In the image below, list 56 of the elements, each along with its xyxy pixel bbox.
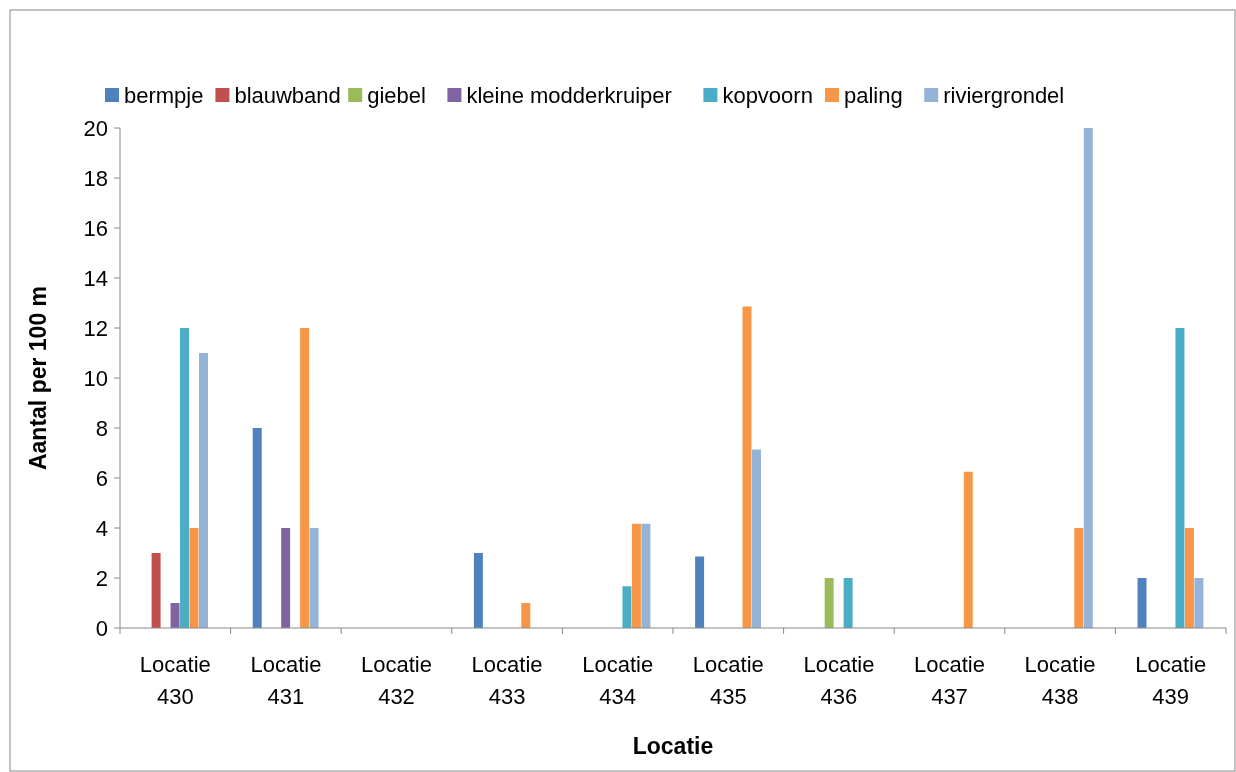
x-tick-label: Locatie 437 (914, 652, 985, 709)
y-tick-label: 2 (95, 565, 108, 591)
x-tick-label: Locatie 431 (250, 652, 322, 709)
bar (300, 328, 310, 628)
bar (963, 471, 973, 628)
x-tick-label: Locatie 435 (692, 652, 764, 709)
bar (199, 353, 208, 628)
x-tick-label: Locatie 439 (1135, 652, 1207, 709)
bar (170, 603, 180, 628)
bar (641, 523, 651, 628)
y-tick-label: 6 (95, 465, 108, 491)
bar (1137, 578, 1147, 628)
bar (1074, 528, 1084, 628)
y-tick-label: 8 (95, 415, 108, 441)
x-tick-label: Locatie 436 (803, 652, 875, 709)
bar (1175, 328, 1185, 628)
legend-label: kopvoorn (722, 82, 813, 108)
bar (752, 449, 761, 628)
y-axis-title: Aantal per 100 m (25, 285, 51, 471)
y-tick-label: 10 (83, 365, 108, 391)
x-tick-label: Locatie 432 (361, 652, 432, 709)
x-tick-label: Locatie 438 (1024, 652, 1096, 709)
x-tick-label: Locatie 433 (471, 652, 543, 709)
bar (309, 528, 319, 628)
bar (824, 578, 834, 628)
bar (180, 328, 190, 628)
bar (281, 528, 291, 628)
bar (631, 523, 641, 628)
bar (151, 553, 161, 628)
x-tick-label: Locatie 430 (139, 652, 211, 709)
y-tick-label: 0 (95, 615, 108, 641)
y-tick-label: 14 (83, 265, 108, 291)
legend-label: riviergrondel (943, 82, 1065, 108)
bar (473, 553, 483, 628)
legend-label: blauwband (234, 82, 341, 108)
x-tick-label: Locatie 434 (582, 652, 654, 709)
bar (1083, 128, 1093, 628)
legend-label: bermpje (124, 82, 204, 108)
bar (252, 428, 262, 628)
y-tick-label: 16 (83, 215, 108, 241)
x-axis-title: Locatie (632, 733, 714, 759)
y-tick-label: 18 (83, 165, 108, 191)
bar (843, 578, 853, 628)
bar (189, 528, 199, 628)
legend-label: paling (844, 82, 903, 108)
bar (742, 306, 752, 628)
bar (521, 603, 531, 628)
y-tick-label: 4 (95, 515, 108, 541)
y-tick-label: 12 (83, 315, 108, 341)
bar (622, 586, 632, 628)
bar (695, 556, 705, 628)
y-tick-label: 20 (83, 115, 108, 141)
bar (1194, 578, 1204, 628)
legend-label: kleine modderkruiper (466, 82, 672, 108)
legend-label: giebel (367, 82, 426, 108)
bar (1184, 528, 1194, 628)
